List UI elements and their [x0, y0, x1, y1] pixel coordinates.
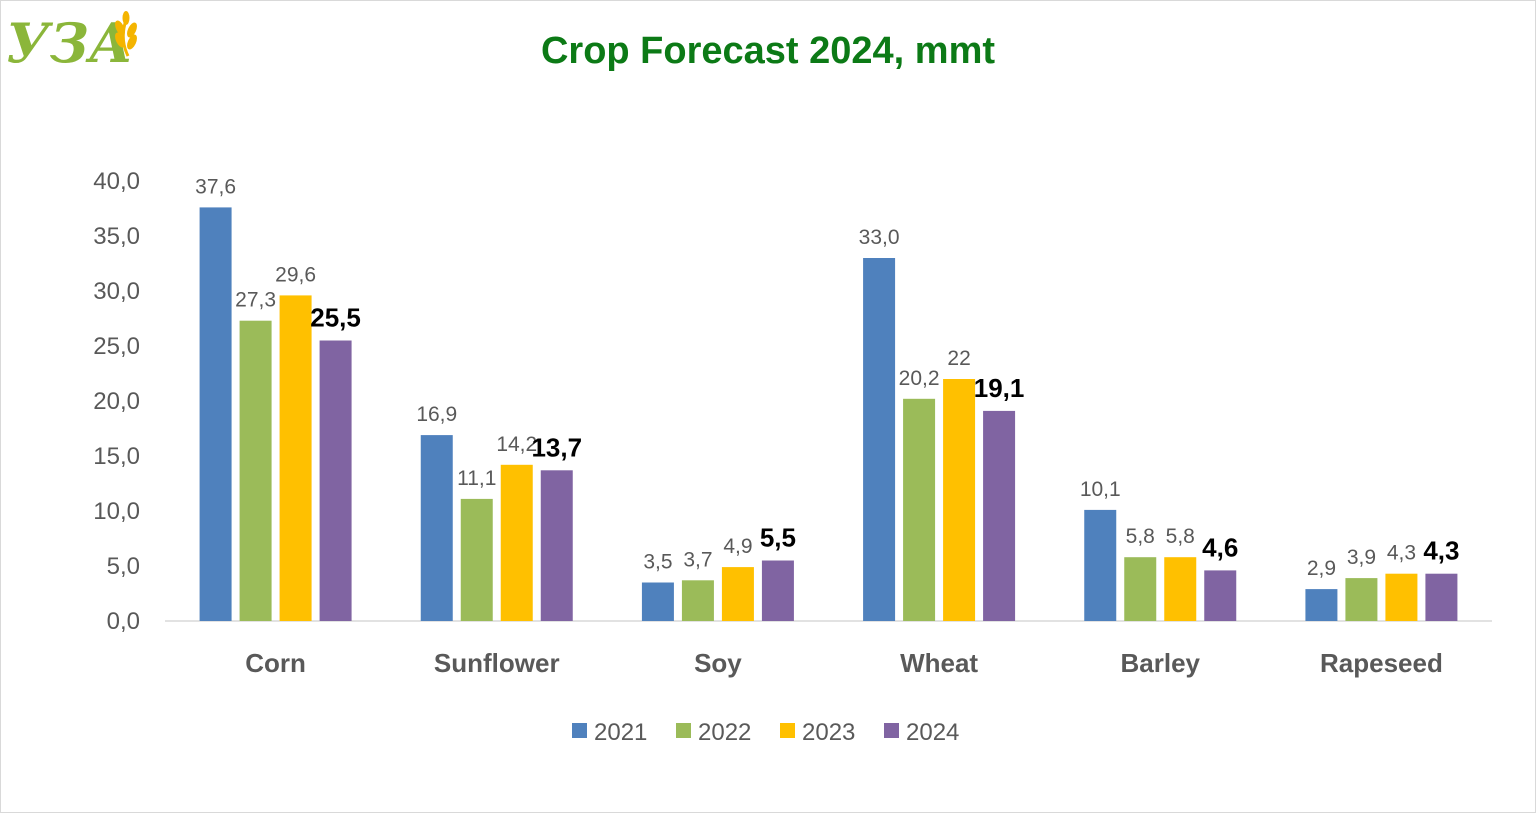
y-tick-label: 15,0 — [93, 443, 140, 470]
category-label: Soy — [694, 648, 742, 678]
y-tick-label: 40,0 — [93, 168, 140, 195]
bar-2023 — [279, 295, 312, 621]
bar-2024 — [1425, 573, 1458, 621]
legend-label: 2021 — [594, 719, 647, 746]
bar-2024 — [761, 560, 794, 621]
data-label: 25,5 — [310, 303, 361, 333]
data-label: 5,8 — [1166, 525, 1195, 548]
bar-2021 — [420, 435, 453, 621]
y-tick-label: 35,0 — [93, 223, 140, 250]
data-label: 4,3 — [1423, 536, 1459, 566]
bar-2021 — [641, 582, 674, 621]
data-label: 29,6 — [275, 263, 316, 286]
logo-text: УЗА — [6, 11, 133, 75]
bar-2021 — [863, 258, 896, 621]
data-label: 37,6 — [195, 175, 236, 198]
legend-label: 2024 — [906, 719, 959, 746]
bar-2021 — [1084, 509, 1117, 621]
bar-2021 — [1305, 589, 1338, 621]
bar-2022 — [681, 580, 714, 621]
bar-2022 — [1124, 557, 1157, 621]
bar-2022 — [239, 320, 272, 621]
category-label: Sunflower — [434, 648, 560, 678]
data-label: 3,7 — [683, 548, 712, 571]
category-label: Corn — [245, 648, 306, 678]
bar-2022 — [1345, 578, 1378, 621]
legend-swatch-2024 — [884, 723, 899, 738]
data-label: 2,9 — [1307, 557, 1336, 580]
bar-2024 — [319, 340, 352, 621]
bar-2023 — [1385, 573, 1418, 621]
data-label: 4,9 — [723, 535, 752, 558]
data-label: 19,1 — [974, 373, 1025, 403]
y-tick-label: 25,0 — [93, 333, 140, 360]
data-label: 27,3 — [235, 289, 276, 312]
data-label: 5,5 — [760, 523, 796, 553]
data-label: 14,2 — [496, 433, 537, 456]
category-label: Barley — [1121, 648, 1201, 678]
legend-swatch-2021 — [572, 723, 587, 738]
data-label: 20,2 — [899, 367, 940, 390]
legend-label: 2022 — [698, 719, 751, 746]
legend-label: 2023 — [802, 719, 855, 746]
bar-2023 — [1164, 557, 1197, 621]
chart-title: Crop Forecast 2024, mmt — [540, 30, 996, 72]
legend-swatch-2023 — [780, 723, 795, 738]
bar-2022 — [903, 398, 936, 621]
data-label: 22 — [947, 347, 970, 370]
data-label: 3,9 — [1347, 546, 1376, 569]
data-label: 11,1 — [457, 467, 496, 490]
data-label: 10,1 — [1080, 478, 1121, 501]
data-label: 4,6 — [1202, 532, 1238, 562]
data-label: 3,5 — [643, 551, 672, 574]
data-label: 33,0 — [859, 226, 900, 249]
uza-logo: УЗА — [6, 11, 137, 75]
category-label: Wheat — [900, 648, 978, 678]
bar-2024 — [540, 470, 573, 621]
y-tick-label: 20,0 — [93, 388, 140, 415]
data-label: 4,3 — [1387, 542, 1416, 565]
bar-2023 — [943, 379, 976, 621]
data-label: 16,9 — [416, 403, 457, 426]
bar-2023 — [721, 567, 754, 621]
data-label: 5,8 — [1126, 525, 1155, 548]
bar-2021 — [199, 207, 232, 621]
category-label: Rapeseed — [1320, 648, 1443, 678]
bar-2024 — [983, 410, 1016, 621]
y-tick-label: 0,0 — [107, 608, 140, 635]
data-label: 13,7 — [531, 432, 582, 462]
y-tick-label: 5,0 — [107, 553, 140, 580]
bar-2024 — [1204, 570, 1237, 621]
bar-2023 — [500, 464, 533, 621]
legend-swatch-2022 — [676, 723, 691, 738]
wheat-ear-icon — [115, 11, 137, 57]
y-tick-label: 10,0 — [93, 498, 140, 525]
y-tick-label: 30,0 — [93, 278, 140, 305]
bar-2022 — [460, 498, 493, 621]
